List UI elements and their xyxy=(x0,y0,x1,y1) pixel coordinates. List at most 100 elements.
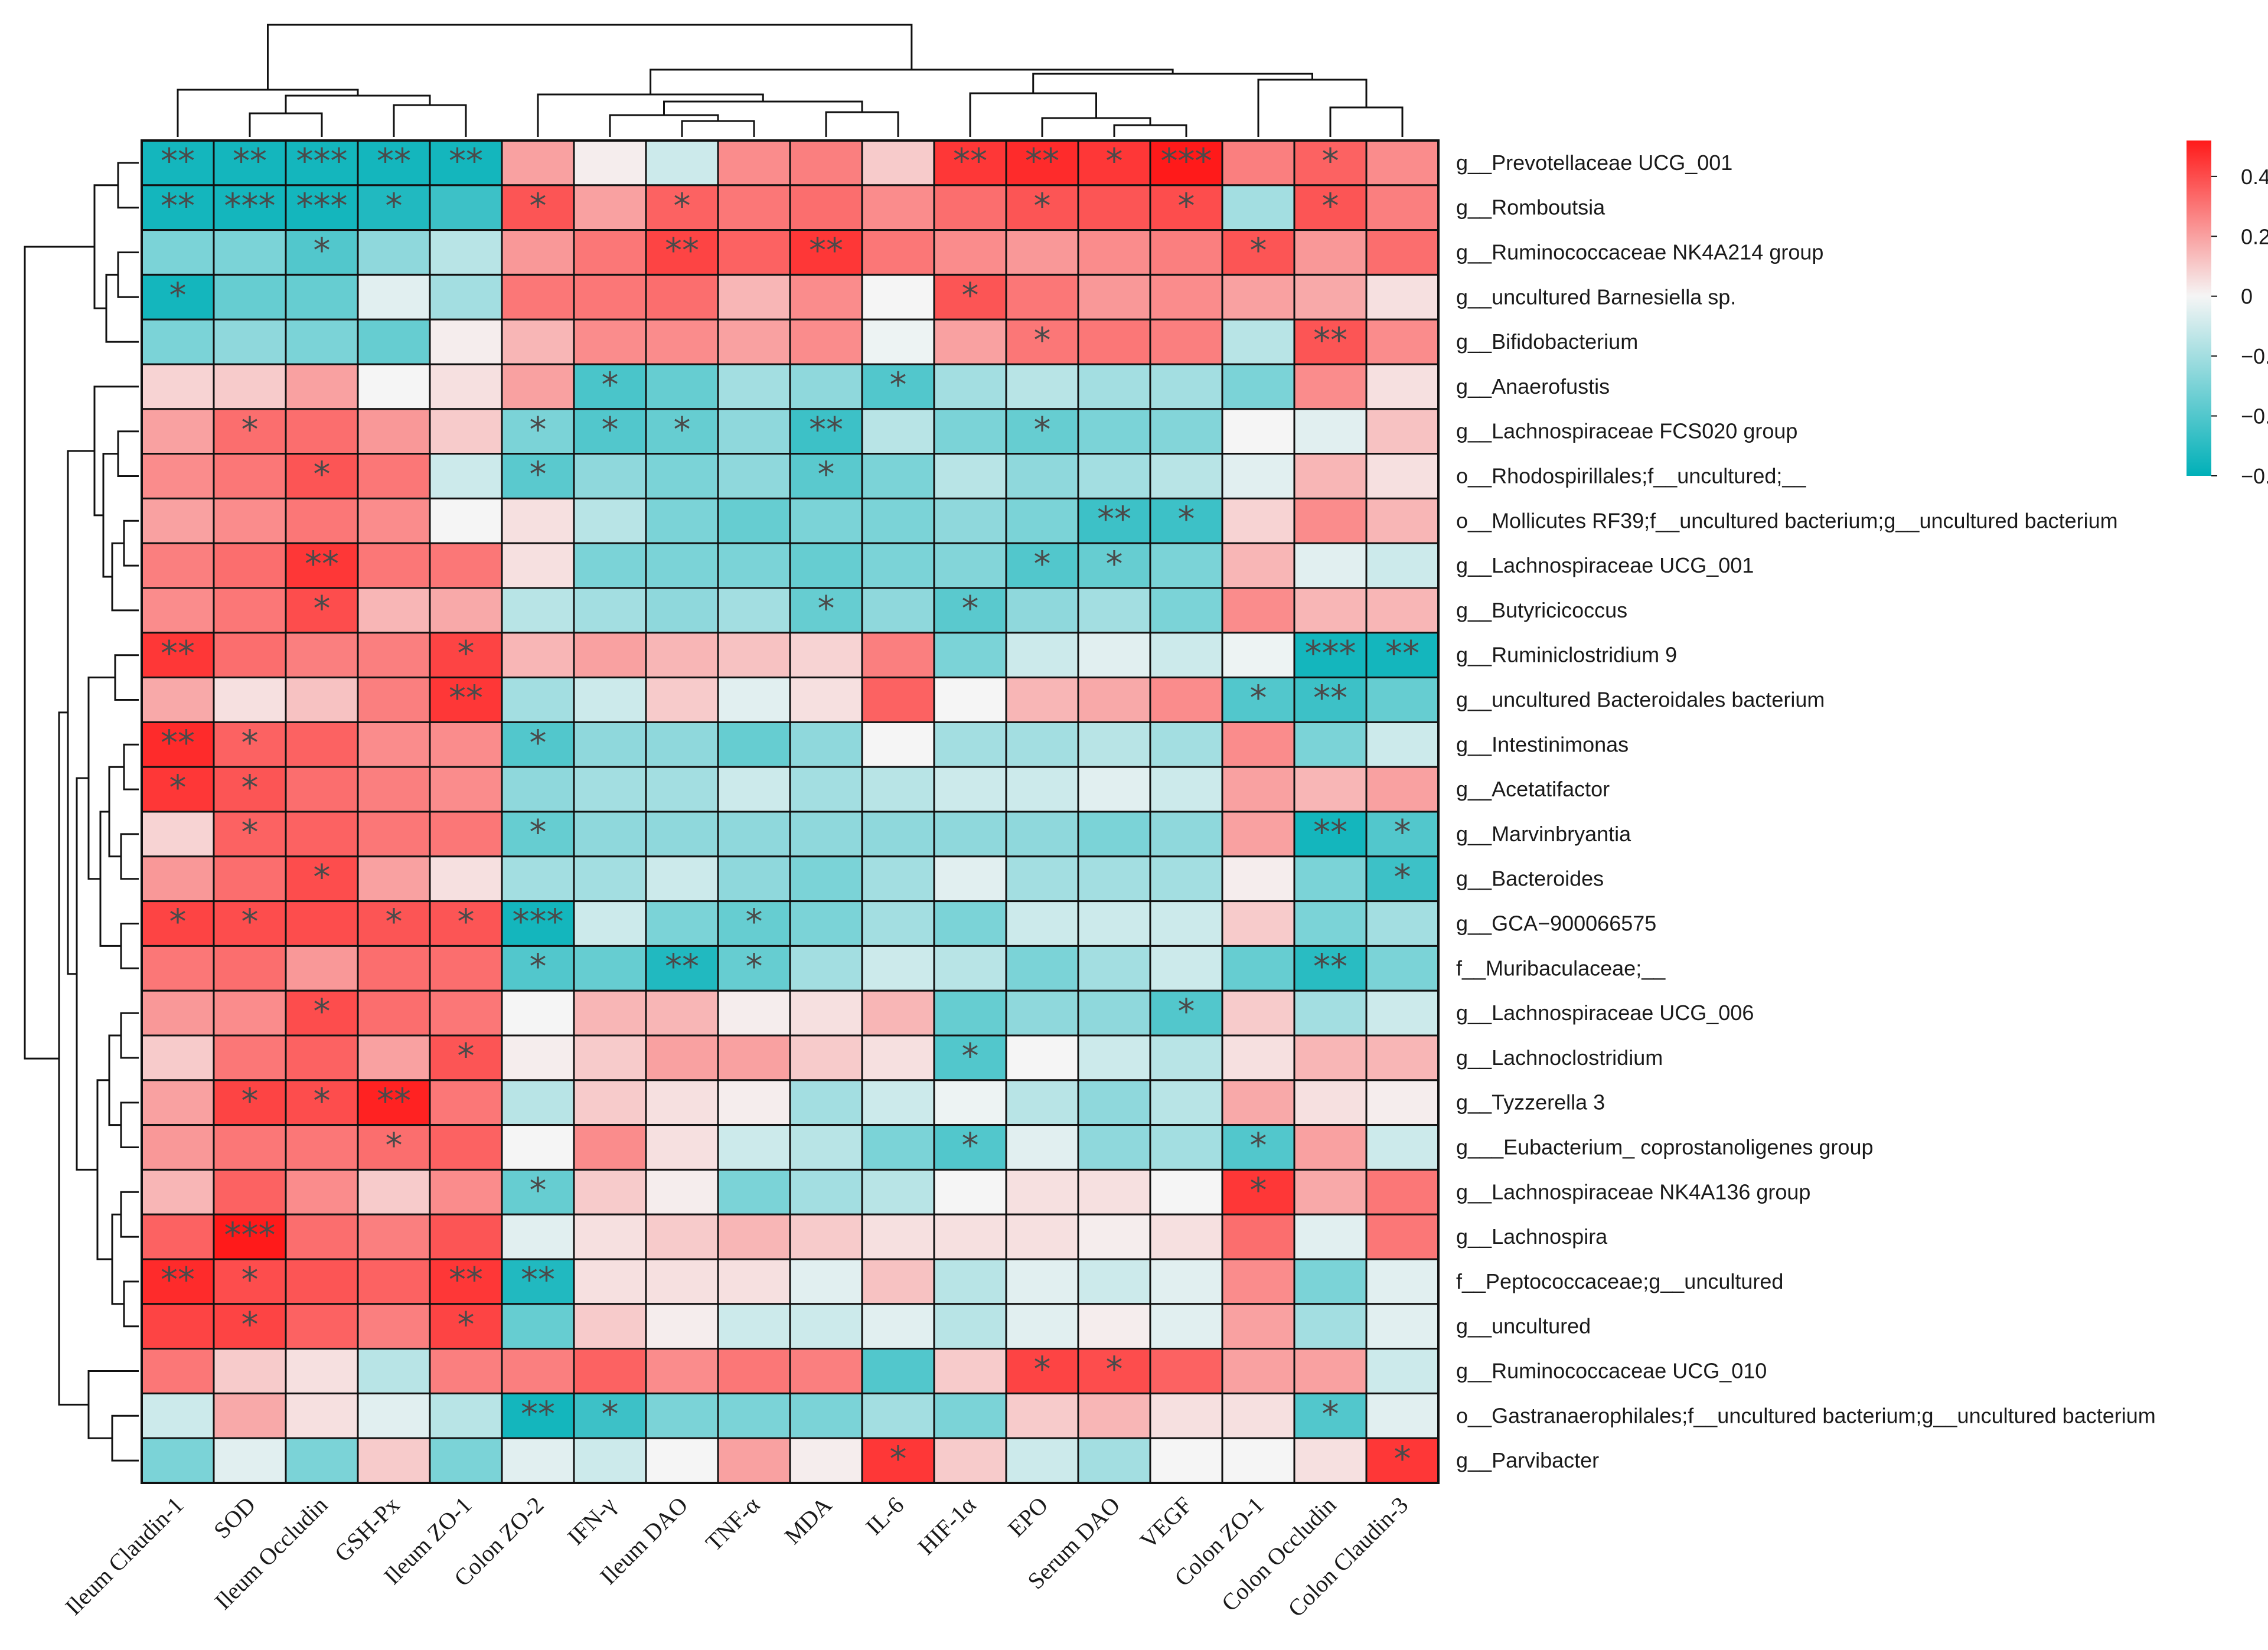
heatmap-cell xyxy=(1221,766,1295,813)
heatmap-cell xyxy=(573,1034,647,1082)
significance-mark: * xyxy=(458,901,475,942)
heatmap-cell xyxy=(1077,273,1151,321)
heatmap-cell xyxy=(1005,1437,1079,1484)
heatmap-cell xyxy=(1365,318,1440,365)
significance-mark: * xyxy=(1178,499,1195,539)
heatmap-cell xyxy=(357,229,431,276)
column-label: MDA xyxy=(779,1491,837,1549)
heatmap-cell xyxy=(1149,542,1223,589)
heatmap-cell xyxy=(789,900,863,947)
heatmap-cell xyxy=(141,1392,215,1439)
heatmap-cell xyxy=(861,318,935,365)
heatmap-cell xyxy=(789,1303,863,1350)
heatmap-cell xyxy=(213,1168,287,1216)
heatmap-cell xyxy=(1077,1034,1151,1082)
heatmap-cell xyxy=(1221,1437,1295,1484)
heatmap-cell xyxy=(357,1124,431,1171)
heatmap-cell xyxy=(717,1079,791,1126)
heatmap-cell xyxy=(645,1034,719,1082)
heatmap-cell xyxy=(861,273,935,321)
heatmap-cell xyxy=(1005,766,1079,813)
heatmap-cell xyxy=(141,1124,215,1171)
heatmap-cell xyxy=(501,229,575,276)
significance-mark: ** xyxy=(665,946,699,986)
heatmap-cell xyxy=(861,945,935,992)
dendrogram-branch xyxy=(76,777,97,1171)
heatmap-cell xyxy=(1221,1348,1295,1394)
heatmap-cell xyxy=(789,139,863,187)
heatmap-cell xyxy=(1149,766,1223,813)
heatmap-cell xyxy=(717,1213,791,1260)
significance-mark: * xyxy=(1250,230,1267,270)
heatmap-cell xyxy=(141,1348,215,1394)
heatmap-cell xyxy=(789,811,863,858)
heatmap-cell xyxy=(141,318,215,365)
heatmap-cell xyxy=(573,766,647,813)
significance-mark: ** xyxy=(449,1260,483,1300)
heatmap-cells xyxy=(141,139,1440,1484)
heatmap-cell xyxy=(1365,1034,1440,1082)
heatmap-cell xyxy=(285,1258,359,1305)
heatmap-cell xyxy=(1293,229,1368,276)
heatmap-cell xyxy=(285,632,359,679)
dendrogram-branch xyxy=(120,1012,139,1059)
row-label: g__Prevotellaceae UCG_001 xyxy=(1456,151,1732,175)
heatmap-cell xyxy=(573,1348,647,1394)
significance-mark: * xyxy=(1034,185,1051,226)
significance-mark: ** xyxy=(1313,946,1347,986)
heatmap-cell xyxy=(1005,1124,1079,1171)
row-label: g__GCA−900066575 xyxy=(1456,911,1656,936)
dendrogram-branch xyxy=(102,453,118,578)
heatmap-cell xyxy=(1221,363,1295,410)
heatmap-cell xyxy=(1149,1437,1223,1484)
heatmap-cell xyxy=(933,900,1007,947)
significance-mark: * xyxy=(386,1125,403,1165)
row-label: g___Eubacterium_ coprostanoligenes group xyxy=(1456,1135,1873,1159)
significance-mark: * xyxy=(314,991,331,1031)
heatmap-cell xyxy=(1005,632,1079,679)
dendrogram-branch xyxy=(117,430,139,477)
row-label: g__Lachnospiraceae UCG_006 xyxy=(1456,1001,1754,1025)
heatmap-cell xyxy=(933,1258,1007,1305)
dendrogram-branch xyxy=(67,450,94,975)
significance-mark: ** xyxy=(1313,678,1347,718)
heatmap-cell xyxy=(1149,229,1223,276)
heatmap-cell xyxy=(357,900,431,947)
heatmap-cell xyxy=(357,945,431,992)
heatmap-cell xyxy=(501,900,575,947)
color-legend-tick-label: −0.2 xyxy=(2241,344,2268,368)
heatmap-cell xyxy=(789,363,863,410)
heatmap-cell xyxy=(1365,989,1440,1037)
heatmap-cell xyxy=(213,497,287,544)
color-legend-tick-label: −0.6 xyxy=(2241,464,2268,488)
row-label: o__Mollicutes RF39;f__uncultured bacteri… xyxy=(1456,508,2118,532)
heatmap-cell xyxy=(429,1348,503,1394)
heatmap-cell xyxy=(1077,1392,1151,1439)
heatmap-cell xyxy=(501,363,575,410)
significance-mark: * xyxy=(1178,185,1195,226)
heatmap-cell xyxy=(141,811,215,858)
heatmap-cell xyxy=(645,1168,719,1216)
heatmap-cell xyxy=(501,1348,575,1394)
row-label: g__uncultured Bacteroidales bacterium xyxy=(1456,688,1825,712)
significance-mark: ** xyxy=(161,633,195,673)
heatmap-cell xyxy=(1293,632,1368,679)
heatmap-cell xyxy=(1221,632,1295,679)
heatmap-cell xyxy=(285,318,359,365)
heatmap-cell xyxy=(717,1303,791,1350)
heatmap-cell xyxy=(357,1437,431,1484)
heatmap-cell xyxy=(1221,855,1295,903)
heatmap-cell xyxy=(861,184,935,231)
heatmap-cell xyxy=(717,1437,791,1484)
dendrogram-branch xyxy=(681,120,755,137)
heatmap-cell xyxy=(789,273,863,321)
significance-mark: * xyxy=(530,812,547,852)
heatmap-cell xyxy=(717,1168,791,1216)
heatmap-cell xyxy=(213,542,287,589)
heatmap-cell xyxy=(1365,1303,1440,1350)
heatmap-cell xyxy=(501,408,575,455)
heatmap-cell xyxy=(1149,900,1223,947)
heatmap-cell xyxy=(1221,1079,1295,1126)
heatmap-cell xyxy=(861,1213,935,1260)
dendrogram-branch xyxy=(120,1191,139,1238)
